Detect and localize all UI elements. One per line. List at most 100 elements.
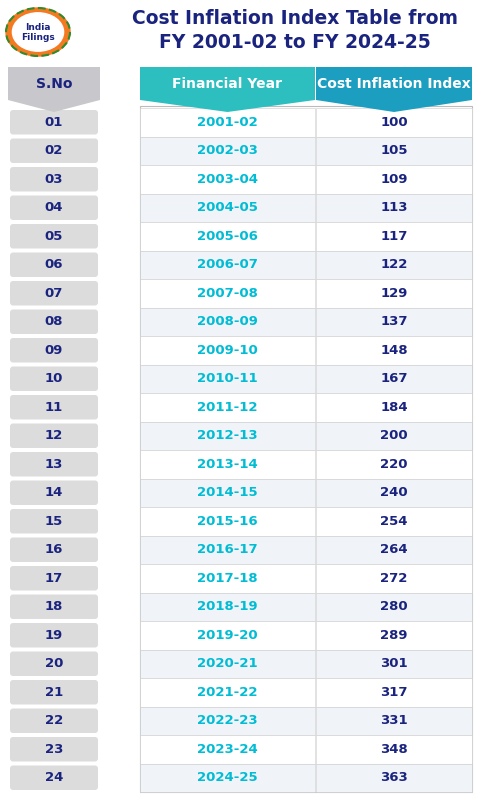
Text: 05: 05 (45, 230, 63, 242)
Bar (316, 165, 472, 194)
Text: 11: 11 (45, 401, 63, 414)
Bar (316, 137, 472, 165)
Text: 07: 07 (45, 286, 63, 300)
Bar (140, 564, 315, 593)
Text: 2015-16: 2015-16 (197, 514, 258, 528)
Text: 20: 20 (45, 658, 63, 670)
Bar (316, 507, 472, 535)
FancyBboxPatch shape (10, 310, 98, 334)
Text: 2007-08: 2007-08 (197, 286, 258, 300)
Text: 01: 01 (45, 116, 63, 129)
Text: 2016-17: 2016-17 (197, 543, 258, 556)
Text: 184: 184 (380, 401, 408, 414)
FancyBboxPatch shape (10, 651, 98, 676)
Text: 2001-02: 2001-02 (197, 116, 258, 129)
FancyBboxPatch shape (10, 481, 98, 505)
Text: 2011-12: 2011-12 (197, 401, 258, 414)
Bar (316, 763, 472, 792)
Ellipse shape (12, 13, 63, 51)
Text: 331: 331 (380, 714, 408, 727)
FancyBboxPatch shape (10, 509, 98, 534)
Bar (316, 564, 472, 593)
Text: 22: 22 (45, 714, 63, 727)
Bar (140, 108, 315, 137)
Text: 348: 348 (380, 742, 408, 756)
Bar (140, 250, 315, 279)
FancyBboxPatch shape (10, 566, 98, 590)
Bar (140, 106, 472, 792)
Text: 19: 19 (45, 629, 63, 642)
Bar (140, 735, 315, 763)
Bar (140, 307, 315, 336)
Text: 06: 06 (45, 258, 63, 271)
Bar (316, 706, 472, 735)
Bar (140, 450, 315, 478)
Bar (140, 137, 315, 165)
Text: 2002-03: 2002-03 (197, 144, 258, 158)
FancyBboxPatch shape (10, 366, 98, 391)
Text: 289: 289 (380, 629, 408, 642)
Bar (316, 108, 472, 137)
Text: 2024-25: 2024-25 (197, 771, 258, 784)
Text: 2018-19: 2018-19 (197, 600, 258, 614)
Bar (316, 307, 472, 336)
Bar (316, 621, 472, 650)
Bar (316, 393, 472, 422)
Bar (316, 535, 472, 564)
Bar (140, 222, 315, 250)
Text: Financial Year: Financial Year (172, 77, 283, 90)
Text: 2017-18: 2017-18 (197, 572, 258, 585)
Bar (140, 706, 315, 735)
Polygon shape (8, 67, 100, 112)
Text: 167: 167 (380, 372, 408, 386)
Text: 2019-20: 2019-20 (197, 629, 258, 642)
Text: 2021-22: 2021-22 (197, 686, 258, 698)
Bar (140, 165, 315, 194)
Text: 220: 220 (380, 458, 408, 470)
FancyBboxPatch shape (10, 623, 98, 647)
Text: 12: 12 (45, 430, 63, 442)
Bar (316, 450, 472, 478)
Text: 264: 264 (380, 543, 408, 556)
Bar (140, 650, 315, 678)
Text: Filings: Filings (21, 34, 55, 42)
Text: 2012-13: 2012-13 (197, 430, 258, 442)
Text: India: India (25, 22, 51, 31)
Text: 2009-10: 2009-10 (197, 344, 258, 357)
Text: 272: 272 (380, 572, 408, 585)
Text: 240: 240 (380, 486, 408, 499)
Text: 14: 14 (45, 486, 63, 499)
Text: 16: 16 (45, 543, 63, 556)
Bar (316, 365, 472, 393)
FancyBboxPatch shape (10, 195, 98, 220)
Text: 02: 02 (45, 144, 63, 158)
Bar (140, 393, 315, 422)
Text: 100: 100 (380, 116, 408, 129)
Bar (140, 621, 315, 650)
FancyBboxPatch shape (10, 110, 98, 134)
Text: 254: 254 (380, 514, 408, 528)
Bar (140, 507, 315, 535)
FancyBboxPatch shape (10, 766, 98, 790)
Bar (140, 478, 315, 507)
Text: 200: 200 (380, 430, 408, 442)
Text: Cost Inflation Index: Cost Inflation Index (317, 77, 471, 90)
Text: 03: 03 (45, 173, 63, 186)
Text: 122: 122 (380, 258, 408, 271)
Text: 2022-23: 2022-23 (197, 714, 258, 727)
FancyBboxPatch shape (10, 680, 98, 705)
FancyBboxPatch shape (10, 338, 98, 362)
FancyBboxPatch shape (10, 395, 98, 419)
Text: 2006-07: 2006-07 (197, 258, 258, 271)
Bar (140, 678, 315, 706)
FancyBboxPatch shape (10, 452, 98, 477)
Text: FY 2001-02 to FY 2024-25: FY 2001-02 to FY 2024-25 (159, 33, 431, 51)
Text: 2005-06: 2005-06 (197, 230, 258, 242)
FancyBboxPatch shape (10, 281, 98, 306)
Text: 13: 13 (45, 458, 63, 470)
Text: S.No: S.No (36, 77, 72, 90)
Bar (316, 478, 472, 507)
Text: 15: 15 (45, 514, 63, 528)
Bar (316, 194, 472, 222)
Text: 137: 137 (380, 315, 408, 328)
